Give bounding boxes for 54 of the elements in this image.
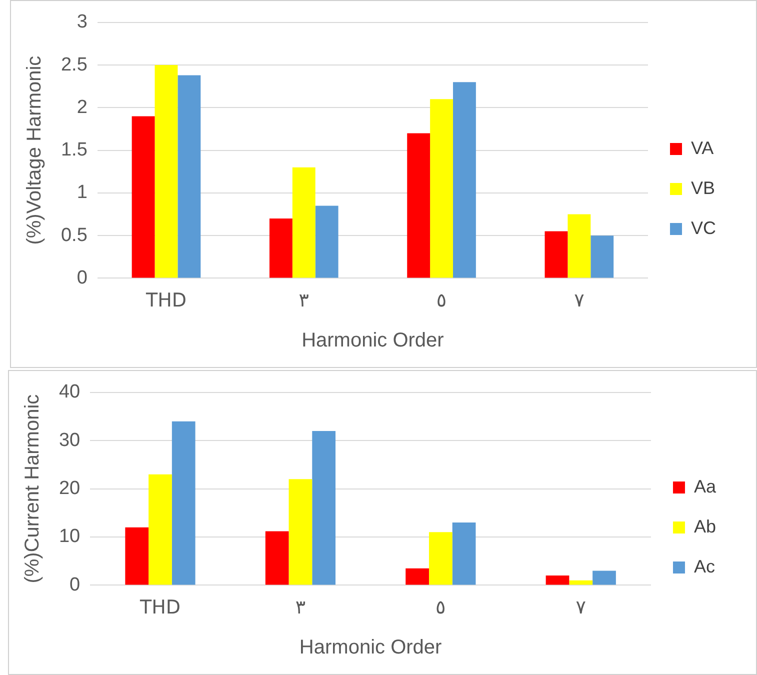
legend-label: VA [690,138,714,158]
x-axis-title: Harmonic Order [299,636,442,659]
bar [125,527,149,585]
bar [544,231,568,278]
y-tick-label: 0 [70,574,80,596]
bar [154,65,178,278]
legend-label: Ac [694,556,715,576]
x-tick-label: THD [144,290,186,312]
bar [569,580,593,585]
bar [312,430,336,585]
y-tick-label: 30 [58,430,80,451]
bar [568,214,591,278]
y-tick-label: 40 [58,382,80,403]
bar [172,421,196,585]
bar [178,75,201,278]
y-tick-label: 2.5 [60,54,88,76]
x-tick-label: ٣ [298,290,309,312]
bar [148,474,172,585]
bar [452,522,476,585]
y-tick-label: 20 [58,478,80,500]
bar [132,116,155,278]
legend-label: VB [690,178,716,198]
x-axis-title: Harmonic Order [302,330,444,352]
legend-label: VC [690,218,716,238]
bar [265,531,289,585]
y-tick-label: 10 [58,526,80,548]
x-tick-label: ٥ [436,596,446,619]
x-tick-label: ٧ [574,290,584,312]
legend-label: Ab [694,516,716,536]
y-tick-label: 3 [76,12,88,33]
bar [292,167,316,278]
y-tick-label: 1 [76,182,88,204]
bar [407,133,430,278]
bar [590,236,614,278]
x-tick-label: ٣ [295,596,306,619]
bar [315,206,338,278]
bar [406,568,429,585]
bar [546,576,570,585]
y-tick-label: 2 [76,96,88,118]
bar [269,218,292,278]
y-axis-title: (%)Current Harmonic [22,394,44,584]
y-tick-label: 0.5 [60,224,88,246]
bar [428,532,452,585]
x-tick-label: ٧ [576,596,586,619]
bar [288,479,312,585]
y-axis-title: (%)Voltage Harmonic [24,56,46,245]
bar [430,99,453,278]
y-tick-label: 0 [76,267,88,288]
x-tick-label: ٥ [436,290,447,312]
x-tick-label: THD [138,596,181,619]
legend-label: Aa [694,476,717,496]
y-tick-label: 1.5 [60,140,88,161]
bar [592,570,616,585]
bar [452,82,476,278]
